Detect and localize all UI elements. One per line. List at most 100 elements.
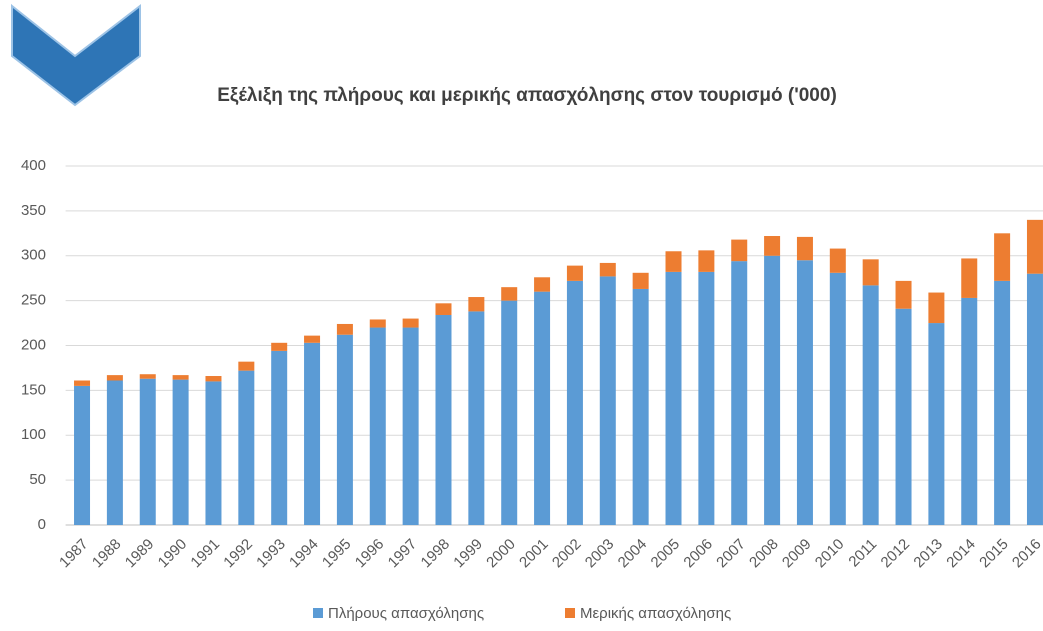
x-tick-label: 2004 — [615, 536, 651, 572]
y-tick-label: 150 — [21, 381, 46, 398]
bar-segment — [632, 288, 649, 525]
bar-segment — [961, 297, 978, 525]
y-tick-label: 100 — [21, 426, 46, 443]
x-tick-label: 2003 — [582, 536, 618, 572]
x-tick-label: 2007 — [713, 536, 749, 572]
x-tick-label: 1995 — [319, 536, 355, 572]
x-tick-label: 2013 — [910, 536, 946, 572]
x-tick-label: 2001 — [516, 536, 552, 572]
bar-segment — [468, 297, 485, 312]
bar-segment — [172, 379, 189, 525]
bar-segment — [862, 259, 879, 286]
bar-segment — [796, 236, 813, 261]
x-tick-label: 1990 — [155, 536, 191, 572]
bar-segment — [895, 308, 912, 525]
bar-segment — [238, 370, 255, 525]
x-tick-label: 2008 — [746, 536, 782, 572]
bar-segment — [632, 272, 649, 289]
legend-swatch — [313, 608, 323, 618]
bar-segment — [271, 342, 288, 351]
bar-segment — [731, 261, 748, 525]
legend-label: Πλήρους απασχόλησης — [328, 605, 484, 622]
x-tick-label: 1991 — [187, 536, 223, 572]
x-tick-label: 1988 — [89, 536, 125, 572]
bar-segment — [336, 323, 353, 335]
bar-segment — [764, 236, 781, 256]
x-tick-label: 2012 — [878, 536, 914, 572]
bar-segment — [994, 233, 1011, 281]
legend-label: Μερικής απασχόλησης — [580, 605, 731, 622]
bar-segment — [501, 287, 518, 301]
bar-segment — [928, 323, 945, 525]
x-tick-label: 1993 — [253, 536, 289, 572]
x-tick-label: 1999 — [450, 536, 486, 572]
bar-segment — [862, 285, 879, 525]
bar-segment — [205, 376, 222, 382]
x-tick-label: 1998 — [418, 536, 454, 572]
x-tick-label: 2010 — [812, 536, 848, 572]
y-tick-label: 200 — [21, 336, 46, 353]
x-tick-label: 2002 — [549, 536, 585, 572]
x-tick-label: 2005 — [648, 536, 684, 572]
bar-segment — [1026, 273, 1043, 525]
bar-segment — [402, 318, 419, 328]
bar-segment — [205, 381, 222, 525]
y-tick-label: 350 — [21, 202, 46, 219]
y-tick-label: 400 — [21, 157, 46, 174]
bar-segment — [74, 380, 91, 386]
bar-segment — [501, 300, 518, 525]
bar-segment — [599, 276, 616, 525]
y-tick-label: 50 — [29, 471, 46, 488]
x-tick-label: 2011 — [845, 536, 880, 571]
bar-segment — [665, 251, 682, 272]
bar-segment — [304, 335, 321, 343]
x-tick-label: 1997 — [385, 536, 421, 572]
bar-segment — [895, 280, 912, 309]
bar-segment — [468, 311, 485, 525]
bar-segment — [534, 277, 551, 292]
bar-segment — [139, 378, 156, 525]
bar-segment — [336, 334, 353, 525]
bar-segment — [139, 374, 156, 379]
y-tick-label: 0 — [38, 516, 46, 533]
bar-segment — [566, 265, 583, 281]
chart-title: Εξέλιξη της πλήρους και μερικής απασχόλη… — [217, 85, 837, 106]
bar-segment — [238, 361, 255, 371]
bar-segment — [566, 280, 583, 525]
x-tick-label: 2006 — [680, 536, 716, 572]
bar-segment — [369, 327, 386, 525]
bar-segment — [435, 303, 452, 315]
bar-segment — [731, 239, 748, 262]
bar-segment — [534, 291, 551, 525]
bar-segment — [961, 258, 978, 298]
chevron-icon — [11, 3, 141, 107]
bar-segment — [829, 248, 846, 273]
x-tick-label: 1992 — [220, 536, 256, 572]
bar-segment — [1026, 219, 1043, 274]
legend-swatch — [565, 608, 575, 618]
bar-segment — [402, 327, 419, 525]
y-tick-label: 250 — [21, 292, 46, 309]
bar-segment — [698, 271, 715, 525]
x-tick-label: 2009 — [779, 536, 815, 572]
bar-segment — [698, 250, 715, 272]
x-tick-label: 1989 — [122, 536, 158, 572]
x-tick-label: 1996 — [352, 536, 388, 572]
bar-segment — [665, 271, 682, 525]
y-tick-label: 300 — [21, 247, 46, 264]
x-tick-label: 2014 — [943, 536, 979, 572]
bar-segment — [829, 272, 846, 525]
bar-segment — [304, 342, 321, 525]
x-tick-label: 1994 — [286, 536, 322, 572]
bar-segment — [74, 385, 91, 525]
bar-segment — [435, 314, 452, 525]
x-tick-label: 2016 — [1009, 536, 1043, 572]
bar-segment — [271, 350, 288, 525]
x-tick-label: 2000 — [483, 536, 519, 572]
bar-segment — [928, 292, 945, 324]
bar-segment — [172, 375, 189, 380]
bar-segment — [796, 260, 813, 525]
bar-segment — [994, 280, 1011, 525]
x-tick-label: 2015 — [976, 536, 1012, 572]
